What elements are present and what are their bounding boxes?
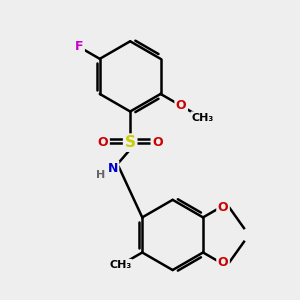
Text: O: O: [98, 136, 108, 149]
Text: O: O: [152, 136, 163, 149]
Text: H: H: [96, 170, 105, 180]
Text: O: O: [218, 201, 228, 214]
Text: F: F: [75, 40, 83, 53]
Text: S: S: [125, 135, 136, 150]
Text: O: O: [218, 256, 228, 269]
Text: N: N: [107, 162, 118, 175]
Text: CH₃: CH₃: [109, 260, 131, 270]
Text: CH₃: CH₃: [192, 113, 214, 123]
Text: O: O: [176, 99, 187, 112]
